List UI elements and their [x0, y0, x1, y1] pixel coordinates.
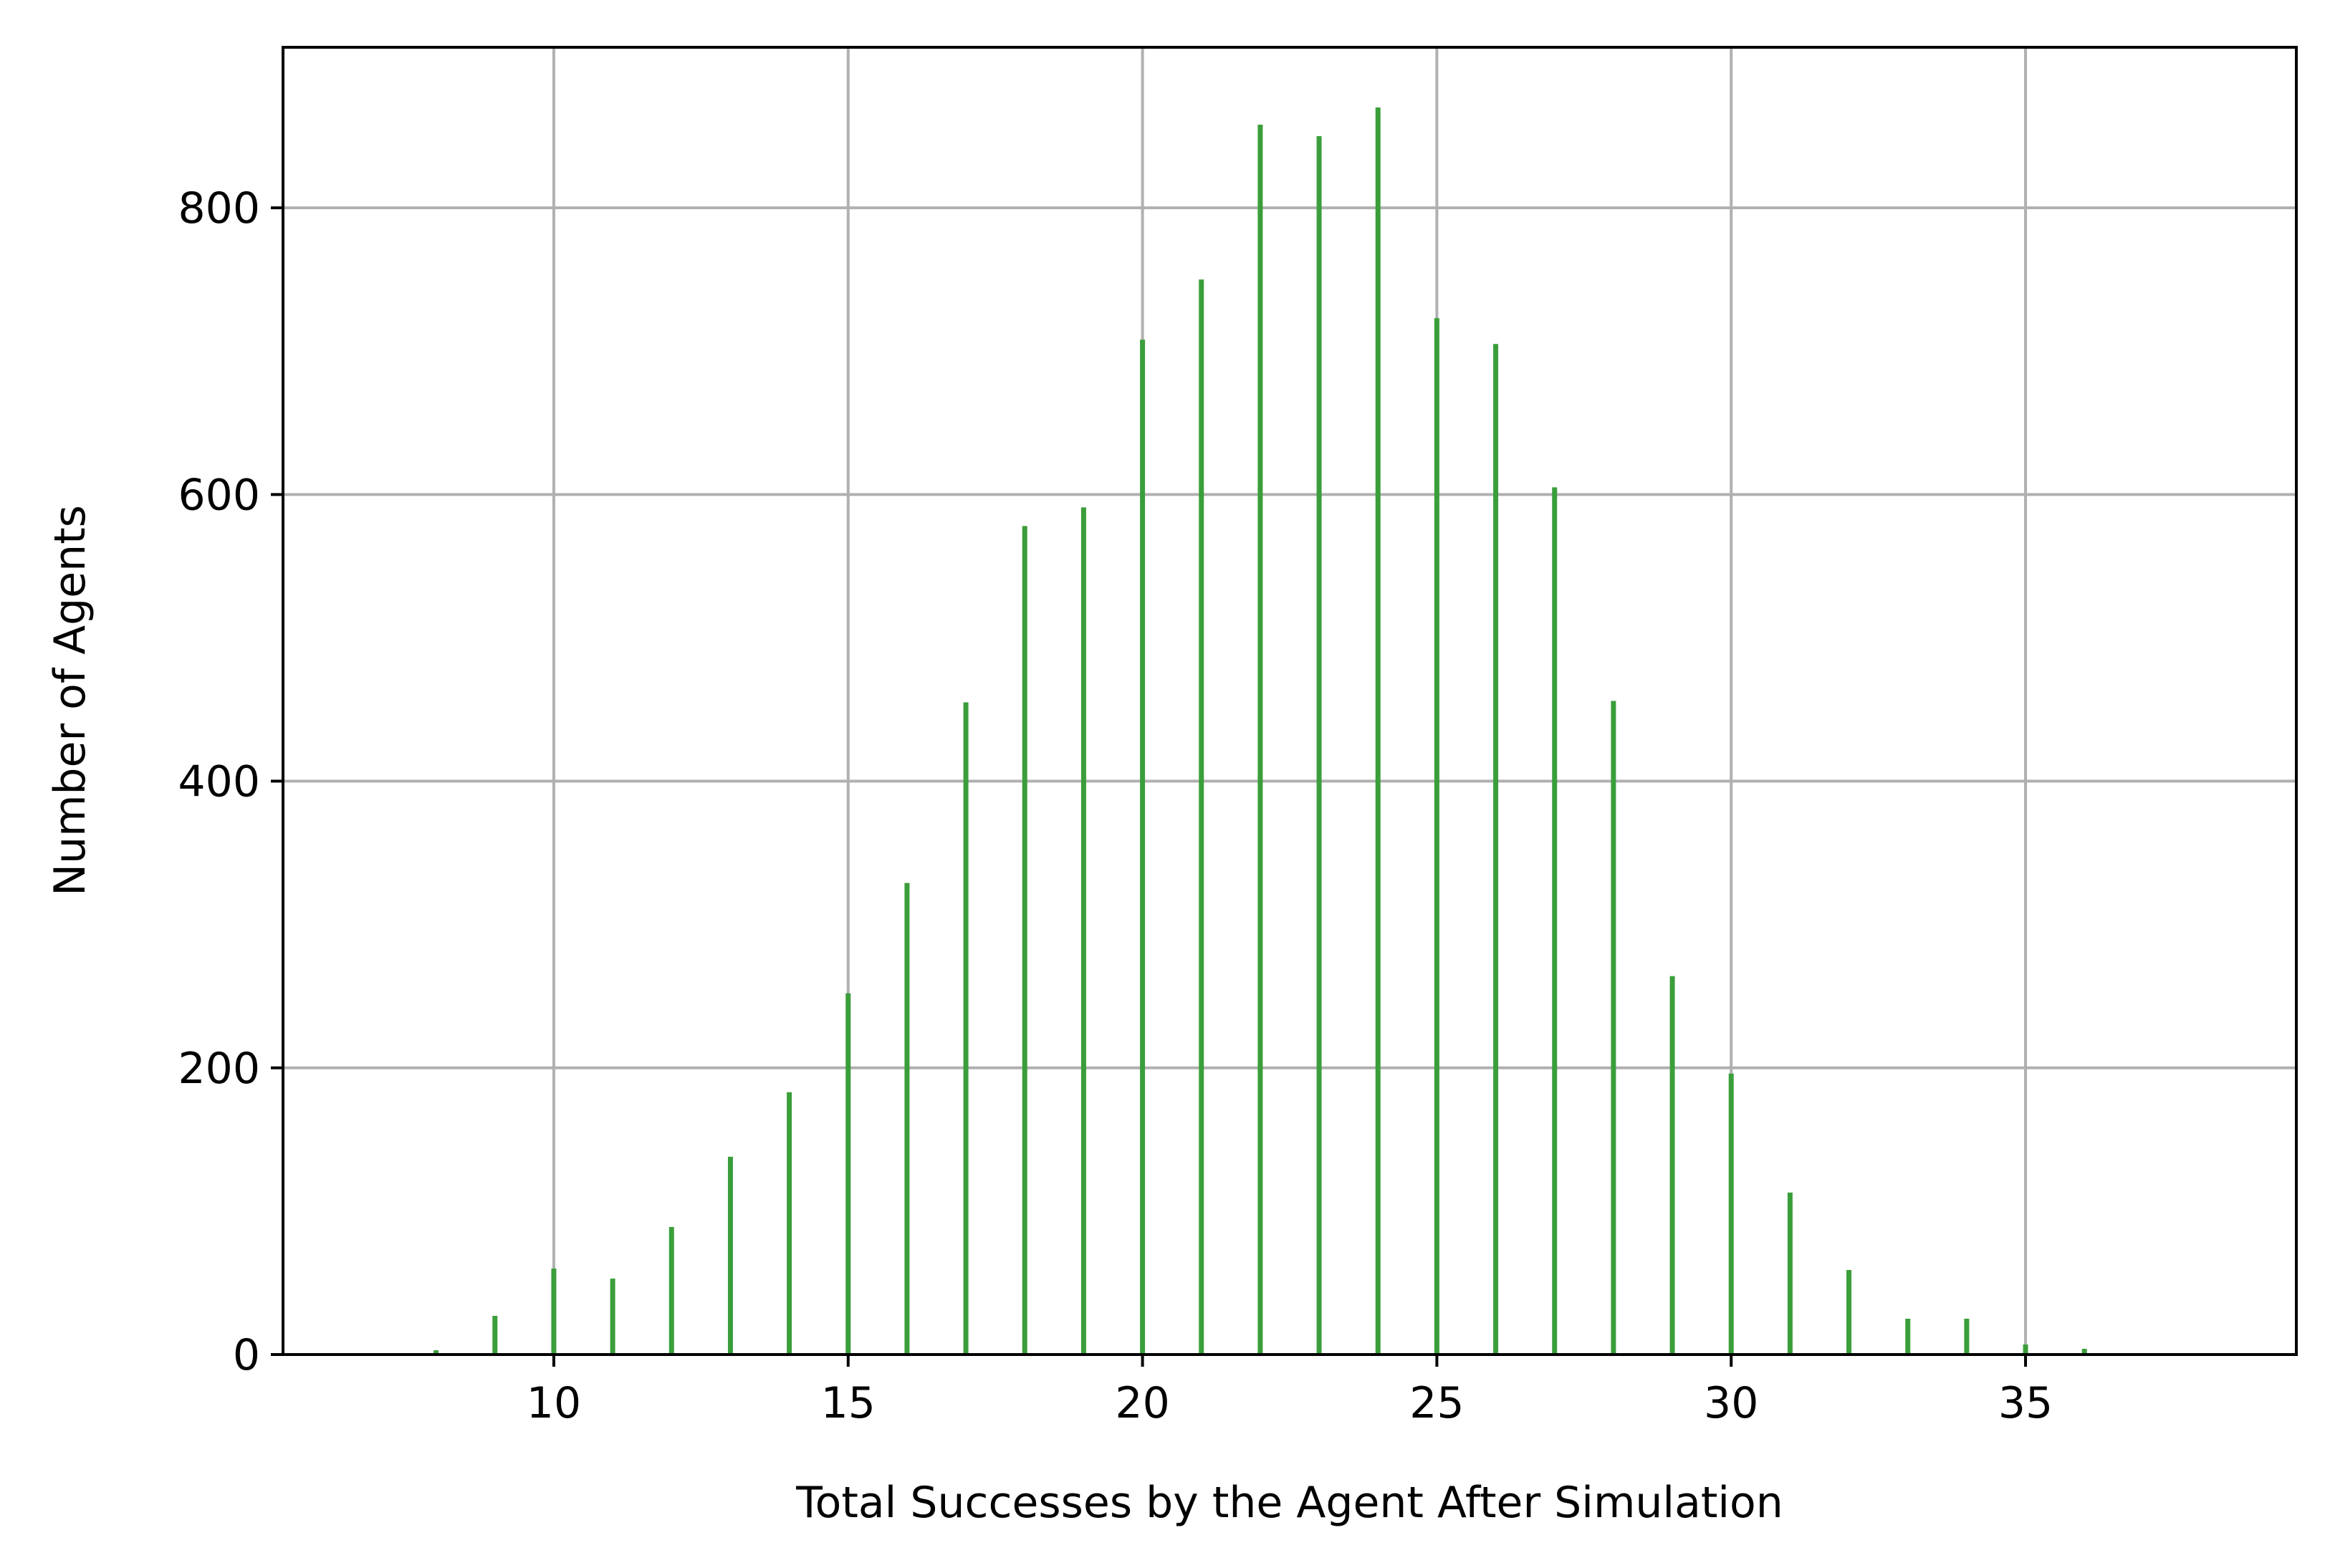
bar — [1905, 1318, 1911, 1355]
bar — [2023, 1344, 2028, 1355]
bar — [904, 882, 910, 1355]
bar — [1257, 125, 1263, 1355]
y-axis-label: Number of Agents — [45, 505, 95, 896]
bar — [1022, 526, 1027, 1355]
x-tick-label: 30 — [1704, 1378, 1758, 1428]
x-tick-label: 10 — [527, 1378, 581, 1428]
bar — [668, 1226, 674, 1355]
bar — [2081, 1348, 2087, 1355]
y-tick-label: 400 — [178, 757, 260, 807]
bar — [1552, 487, 1558, 1355]
bar — [492, 1315, 498, 1355]
bar — [1787, 1192, 1793, 1355]
bar — [787, 1092, 792, 1355]
y-tick-label: 0 — [233, 1330, 260, 1380]
bar — [1964, 1318, 1970, 1355]
x-axis-label: Total Successes by the Agent After Simul… — [795, 1478, 1783, 1528]
bar — [963, 702, 969, 1355]
bar — [1375, 107, 1381, 1355]
bar — [610, 1278, 615, 1355]
bar — [1199, 279, 1204, 1355]
x-tick-label: 25 — [1409, 1378, 1464, 1428]
bar — [1493, 344, 1499, 1355]
bars — [374, 107, 2205, 1355]
bar — [1434, 318, 1439, 1355]
bar — [1728, 1073, 1734, 1355]
bar — [1846, 1269, 1852, 1355]
bar — [727, 1156, 733, 1355]
y-tick-label: 200 — [178, 1044, 260, 1094]
axis-ticks: 10 15 20 25 30 35 0 200 400 600 800 — [178, 183, 2053, 1428]
bar — [845, 993, 851, 1355]
plot-frame — [282, 46, 2298, 1356]
x-tick-label: 35 — [1998, 1378, 2053, 1428]
bar — [1611, 701, 1616, 1355]
x-tick-label: 20 — [1115, 1378, 1169, 1428]
y-tick-label: 800 — [178, 183, 260, 234]
bar — [1080, 507, 1086, 1355]
bar — [1669, 976, 1675, 1355]
bar — [1140, 340, 1146, 1355]
bar — [433, 1350, 439, 1355]
bar — [551, 1268, 557, 1355]
bar — [1316, 136, 1322, 1355]
x-tick-label: 15 — [821, 1378, 876, 1428]
y-tick-label: 600 — [178, 470, 260, 520]
